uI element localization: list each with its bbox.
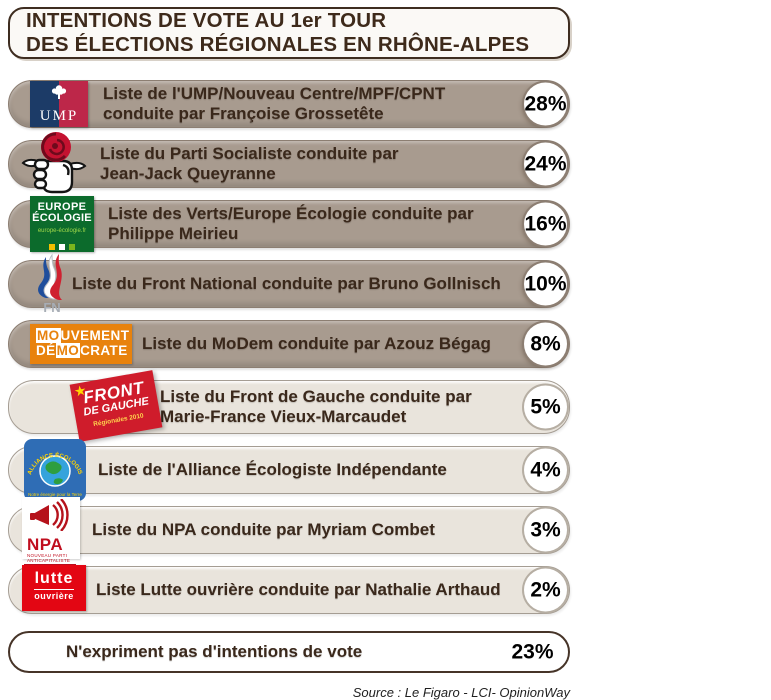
poll-row-fn: FN Liste du Front National conduite par B… <box>8 253 570 315</box>
poll-value: 4% <box>530 458 561 481</box>
poll-value: 16% <box>524 212 567 235</box>
poll-value: 8% <box>530 332 561 355</box>
poll-label-line: Marie-France Vieux-Marcaudet <box>160 407 407 426</box>
rose-fist-icon <box>21 132 87 194</box>
star-icon: ★ <box>73 383 87 399</box>
poll-value-badge: 3% <box>524 508 567 552</box>
ump-tree-icon <box>51 85 67 99</box>
poll-label: Liste des Verts/Europe Écologie conduite… <box>108 200 570 248</box>
poll-value: 2% <box>530 578 561 601</box>
front-de-gauche-logo: ★ FRONT DE GAUCHE Régionales 2010 <box>69 370 163 442</box>
poll-value: 28% <box>524 92 567 115</box>
poll-row-fdg: ★ FRONT DE GAUCHE Régionales 2010 Liste du … <box>8 370 570 442</box>
poll-label: Liste de l'UMP/Nouveau Centre/MPF/CPNT co… <box>103 80 570 128</box>
poll-row-modem: MOUVEMENT DÉMOCRATE Liste du MoDem condui… <box>8 320 570 368</box>
poll-value: 23% <box>511 640 554 663</box>
poll-label-line: Liste du MoDem conduite par Azouz Bégag <box>142 334 491 354</box>
poll-label-line: Liste de l'Alliance Écologiste Indépenda… <box>98 460 447 480</box>
poll-bar-aei <box>8 446 570 494</box>
poll-label: Liste du NPA conduite par Myriam Combet <box>92 506 570 554</box>
poll-value-badge: 2% <box>524 568 567 612</box>
modem-logo: MOUVEMENT DÉMOCRATE <box>30 324 132 364</box>
svg-text:Notre énergie pour la Terre: Notre énergie pour la Terre <box>28 492 82 497</box>
poll-label-line: Liste Lutte ouvrière conduite par Nathal… <box>96 580 501 600</box>
poll-value-badge: 5% <box>524 385 567 429</box>
poll-value-badge: 8% <box>524 322 567 366</box>
poll-label: Liste du MoDem conduite par Azouz Bégag <box>142 320 570 368</box>
poll-label-line: Jean-Jack Queyranne <box>100 164 276 183</box>
page-title-line2: DES ÉLECTIONS RÉGIONALES EN RHÔNE-ALPES <box>26 33 530 56</box>
poll-label-line: Liste du Parti Socialiste conduite par <box>100 144 399 164</box>
poll-label-line: Philippe Meirieu <box>108 224 239 243</box>
front-national-logo: FN <box>26 252 78 319</box>
lutte-ouvriere-logo: lutte ouvrière <box>22 565 86 611</box>
poll-value-badge: 28% <box>524 82 567 126</box>
poll-row-lo: lutte ouvrière Liste Lutte ouvrière condui… <box>8 565 570 614</box>
poll-bar-none <box>8 631 570 673</box>
europe-ecologie-logo: EUROPE ÉCOLOGIE europe-écologie.fr <box>30 196 94 252</box>
poll-row-ump: UMP Liste de l'UMP/Nouveau Centre/MPF/CPN… <box>8 80 570 128</box>
poll-label-line: Liste de l'UMP/Nouveau Centre/MPF/CPNT <box>103 84 446 104</box>
page-title: INTENTIONS DE VOTE AU 1er TOUR DES ÉLECT… <box>8 7 570 59</box>
ump-logo: UMP <box>30 81 88 127</box>
poll-value-badge: 4% <box>524 448 567 492</box>
poll-bar-ee <box>8 200 570 248</box>
poll-bar-ps <box>8 140 570 188</box>
poll-value: 24% <box>524 152 567 175</box>
poll-label-line: N'expriment pas d'intentions de vote <box>66 642 363 662</box>
poll-row-aei: ALLIANCE ÉCOLOGISTE INDÉP. Notre énergie… <box>8 433 570 501</box>
source-credit: Source : Le Figaro - LCI- OpinionWay <box>352 685 570 700</box>
poll-bar-fn <box>8 260 570 308</box>
poll-value-badge: 23% <box>511 631 554 674</box>
poll-bar-lo <box>8 566 570 614</box>
poll-label: Liste du Parti Socialiste conduite par Je… <box>100 140 570 188</box>
poll-label: Liste du Front National conduite par Bru… <box>72 260 570 308</box>
poll-row-ee: EUROPE ÉCOLOGIE europe-écologie.fr Liste … <box>8 196 570 252</box>
alliance-ecologiste-logo: ALLIANCE ÉCOLOGISTE INDÉP. Notre énergie… <box>22 433 86 506</box>
poll-label-line: Liste du NPA conduite par Myriam Combet <box>92 520 435 540</box>
tricolor-flame-icon: FN <box>38 253 62 315</box>
poll-value: 3% <box>530 518 561 541</box>
poll-label-line: Liste du Front de Gauche conduite par <box>160 387 472 407</box>
poll-label: N'expriment pas d'intentions de vote <box>66 631 570 673</box>
poll-label: Liste de l'Alliance Écologiste Indépenda… <box>98 446 570 494</box>
poll-rows: UMP Liste de l'UMP/Nouveau Centre/MPF/CPN… <box>8 80 570 673</box>
poll-value-badge: 10% <box>524 262 567 306</box>
poll-value: 5% <box>530 395 561 418</box>
poll-label-line: conduite par Françoise Grossetête <box>103 104 384 123</box>
poll-bar-ump <box>8 80 570 128</box>
poll-label: Liste Lutte ouvrière conduite par Nathal… <box>96 566 570 614</box>
poll-bar-npa <box>8 506 570 554</box>
poll-label: Liste du Front de Gauche conduite par Mar… <box>160 380 570 434</box>
page-title-line1: INTENTIONS DE VOTE AU 1er TOUR <box>26 8 387 32</box>
poll-row-ps: Liste du Parti Socialiste conduite par Je… <box>8 132 570 194</box>
globe-icon: ALLIANCE ÉCOLOGISTE INDÉP. Notre énergie… <box>22 433 86 501</box>
poll-label-line: Liste des Verts/Europe Écologie conduite… <box>108 204 474 224</box>
svg-text:FN: FN <box>43 300 60 314</box>
poll-row-npa: NPA NOUVEAU PARTI ANTICAPITALISTE Liste d… <box>8 497 570 567</box>
npa-logo: NPA NOUVEAU PARTI ANTICAPITALISTE <box>22 497 80 567</box>
poll-value: 10% <box>524 272 567 295</box>
poll-value-badge: 16% <box>524 202 567 246</box>
poll-value-badge: 24% <box>524 142 567 186</box>
ps-rose-logo <box>18 128 90 205</box>
poll-label-line: Liste du Front National conduite par Bru… <box>72 274 501 294</box>
poll-row-none: N'expriment pas d'intentions de vote 23% <box>8 631 570 673</box>
megaphone-icon <box>30 498 69 532</box>
